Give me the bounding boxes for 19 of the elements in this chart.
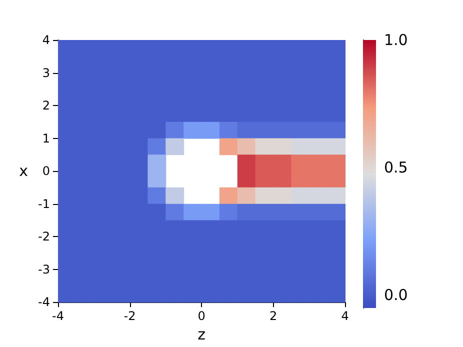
y-tick-label: 2	[42, 98, 50, 113]
x-tick-label: 4	[341, 309, 349, 324]
y-tick-label: 4	[42, 33, 50, 47]
x-tick-label: -2	[124, 309, 136, 324]
y-tick-label: 0	[42, 164, 50, 178]
y-tick-label: 1	[42, 131, 50, 146]
y-tick-label: -3	[38, 262, 50, 276]
x-tick-label: -4	[52, 309, 64, 324]
y-tick-label: 3	[42, 66, 50, 80]
x-tick-label: 0	[198, 309, 206, 324]
y-tick-label: -1	[38, 196, 50, 211]
x-axis-title: z	[198, 326, 206, 344]
y-axis-title: x	[19, 162, 28, 180]
y-tick-label: -4	[38, 295, 50, 310]
color-bar-label: 0.0	[384, 286, 408, 304]
color-bar-label: 1.0	[384, 31, 408, 49]
y-tick-label: -2	[38, 230, 50, 244]
x-tick-label: 2	[269, 309, 278, 324]
color-bar-label: 0.5	[384, 158, 408, 177]
